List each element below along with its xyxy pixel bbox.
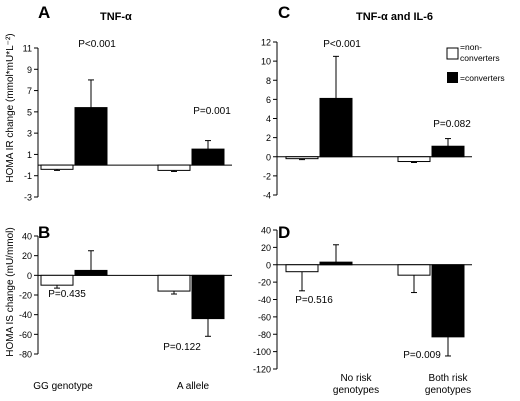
- panel-a-y-tick-label: 5: [27, 107, 32, 117]
- legend-swatch-converters: [447, 72, 458, 83]
- panel-d-y-tick-label: -120: [253, 365, 271, 375]
- panel-a-y-tick-label: 9: [27, 65, 32, 75]
- panel-b-y-tick-label: -20: [19, 291, 32, 301]
- panel-d-y-tick-label: -40: [258, 295, 271, 305]
- panel-b-bar-converters-gg-genotype: [74, 269, 108, 276]
- legend-label-non-converters: =non-converters: [460, 42, 500, 63]
- category-label-both-risk-genotypes: Both risk genotypes: [425, 373, 471, 396]
- panel-c-title: TNF-α and IL-6: [356, 11, 433, 23]
- panel-letter-b: B: [38, 223, 50, 242]
- panel-d-y-tick-label: -80: [258, 330, 271, 340]
- panel-a: -3 -1 1 3 5 7 9 11 P<0.001 P=0.001: [23, 39, 232, 203]
- panel-c-y-tick-label: 12: [261, 38, 271, 48]
- panel-c: -4 -2 0 2 4 6 8 10 12 P<0.001 P=0.082: [261, 38, 472, 201]
- panel-a-bar-converters-a-allele: [191, 148, 225, 166]
- panel-letter-a: A: [38, 3, 50, 22]
- text-line: No risk: [340, 373, 372, 384]
- text-line: converters: [460, 53, 500, 63]
- category-label-gg-genotype: GG genotype: [33, 381, 93, 392]
- panel-d-bar-non-converters-no-risk-genotypes: [285, 264, 319, 273]
- panel-a-y-tick-label: 11: [23, 44, 32, 54]
- panel-b-y-tick-label: 20: [22, 251, 32, 261]
- panel-c-y-tick-label: -2: [263, 171, 271, 181]
- ylabel-top: HOMA IR change (mmol*mU*L⁻²): [5, 33, 16, 182]
- legend-swatch-non-converters: [446, 47, 459, 60]
- panel-b-y-tick-label: -80: [19, 350, 32, 360]
- panel-b-p-value-label: P=0.122: [163, 342, 201, 353]
- panel-a-p-value-label: P=0.001: [193, 106, 231, 117]
- panel-c-y-tick-label: 10: [261, 57, 271, 67]
- panel-a-bar-non-converters-gg-genotype: [40, 164, 74, 170]
- panel-a-y-tick-label: -1: [24, 171, 32, 181]
- panel-a-y-tick-label: 1: [27, 150, 32, 160]
- text-line: genotypes: [425, 385, 471, 396]
- panel-a-y-tick-label: 7: [27, 86, 32, 96]
- panel-b-bar-converters-a-allele: [191, 274, 225, 320]
- panel-letter-d: D: [278, 223, 290, 242]
- panel-b-bar-non-converters-a-allele: [157, 274, 191, 292]
- panel-d: -120 -100 -80 -60 -40 -20 0 20 40 P=0.516 P=0.009: [253, 226, 472, 375]
- text-line: genotypes: [333, 385, 379, 396]
- panel-b-y-tick-label: 0: [27, 271, 32, 281]
- panel-a-y-tick-label: 3: [27, 129, 32, 139]
- panel-a-bar-converters-gg-genotype: [74, 107, 108, 166]
- panel-letter-c: C: [278, 3, 290, 22]
- panel-a-bar-non-converters-a-allele: [157, 164, 191, 171]
- panel-d-y-tick-label: -100: [253, 347, 271, 357]
- panel-d-y-tick-label: 20: [261, 243, 271, 253]
- panel-a-y-tick-label: -3: [24, 193, 32, 203]
- panel-b-bar-non-converters-gg-genotype: [40, 274, 74, 286]
- panel-b-y-tick-label: -60: [19, 330, 32, 340]
- ylabel-bottom: HOMA IS change (mU/mmol): [5, 227, 16, 356]
- panel-b: -80 -60 -40 -20 0 20 40 P=0.435 P=0.122: [19, 232, 232, 360]
- panel-d-y-tick-label: 40: [261, 226, 271, 236]
- panel-d-bar-non-converters-both-risk-genotypes: [397, 264, 431, 276]
- panel-c-bar-converters-both-risk-genotypes: [431, 145, 465, 158]
- panel-b-p-value-label: P=0.435: [48, 289, 86, 300]
- panel-b-y-tick-label: 40: [22, 232, 32, 242]
- panel-d-p-value-label: P=0.009: [403, 350, 441, 361]
- panel-c-y-tick-label: 6: [266, 95, 271, 105]
- panel-c-bar-converters-no-risk-genotypes: [319, 97, 353, 158]
- legend-label-converters: =converters: [460, 73, 505, 83]
- panel-c-p-value-label: P<0.001: [323, 39, 361, 50]
- text-line: =non-: [460, 42, 482, 52]
- legend: =non-converters =converters: [446, 42, 505, 83]
- panel-c-bar-non-converters-no-risk-genotypes: [285, 156, 319, 160]
- panel-d-y-tick-label: -20: [258, 278, 271, 288]
- panel-c-y-tick-label: 2: [266, 133, 271, 143]
- panel-d-bar-converters-both-risk-genotypes: [431, 264, 465, 338]
- panel-a-title: TNF-α: [100, 11, 132, 23]
- panel-d-y-tick-label: -60: [258, 312, 271, 322]
- panel-c-y-tick-label: 8: [266, 76, 271, 86]
- panel-b-y-tick-label: -40: [19, 310, 32, 320]
- panel-c-y-tick-label: 0: [266, 152, 271, 162]
- panel-d-bar-converters-no-risk-genotypes: [319, 261, 353, 266]
- panel-c-y-tick-label: 4: [266, 114, 271, 124]
- panel-d-y-tick-label: 0: [266, 260, 271, 270]
- panel-d-p-value-label: P=0.516: [295, 295, 333, 306]
- category-label-no-risk-genotypes: No risk genotypes: [333, 373, 379, 396]
- panel-c-y-tick-label: -4: [263, 191, 271, 201]
- text-line: Both risk: [429, 373, 469, 384]
- panel-c-p-value-label: P=0.082: [433, 119, 471, 130]
- panel-a-p-value-label: P<0.001: [78, 39, 116, 50]
- category-label-a-allele: A allele: [177, 381, 210, 392]
- panel-c-bar-non-converters-both-risk-genotypes: [397, 156, 431, 163]
